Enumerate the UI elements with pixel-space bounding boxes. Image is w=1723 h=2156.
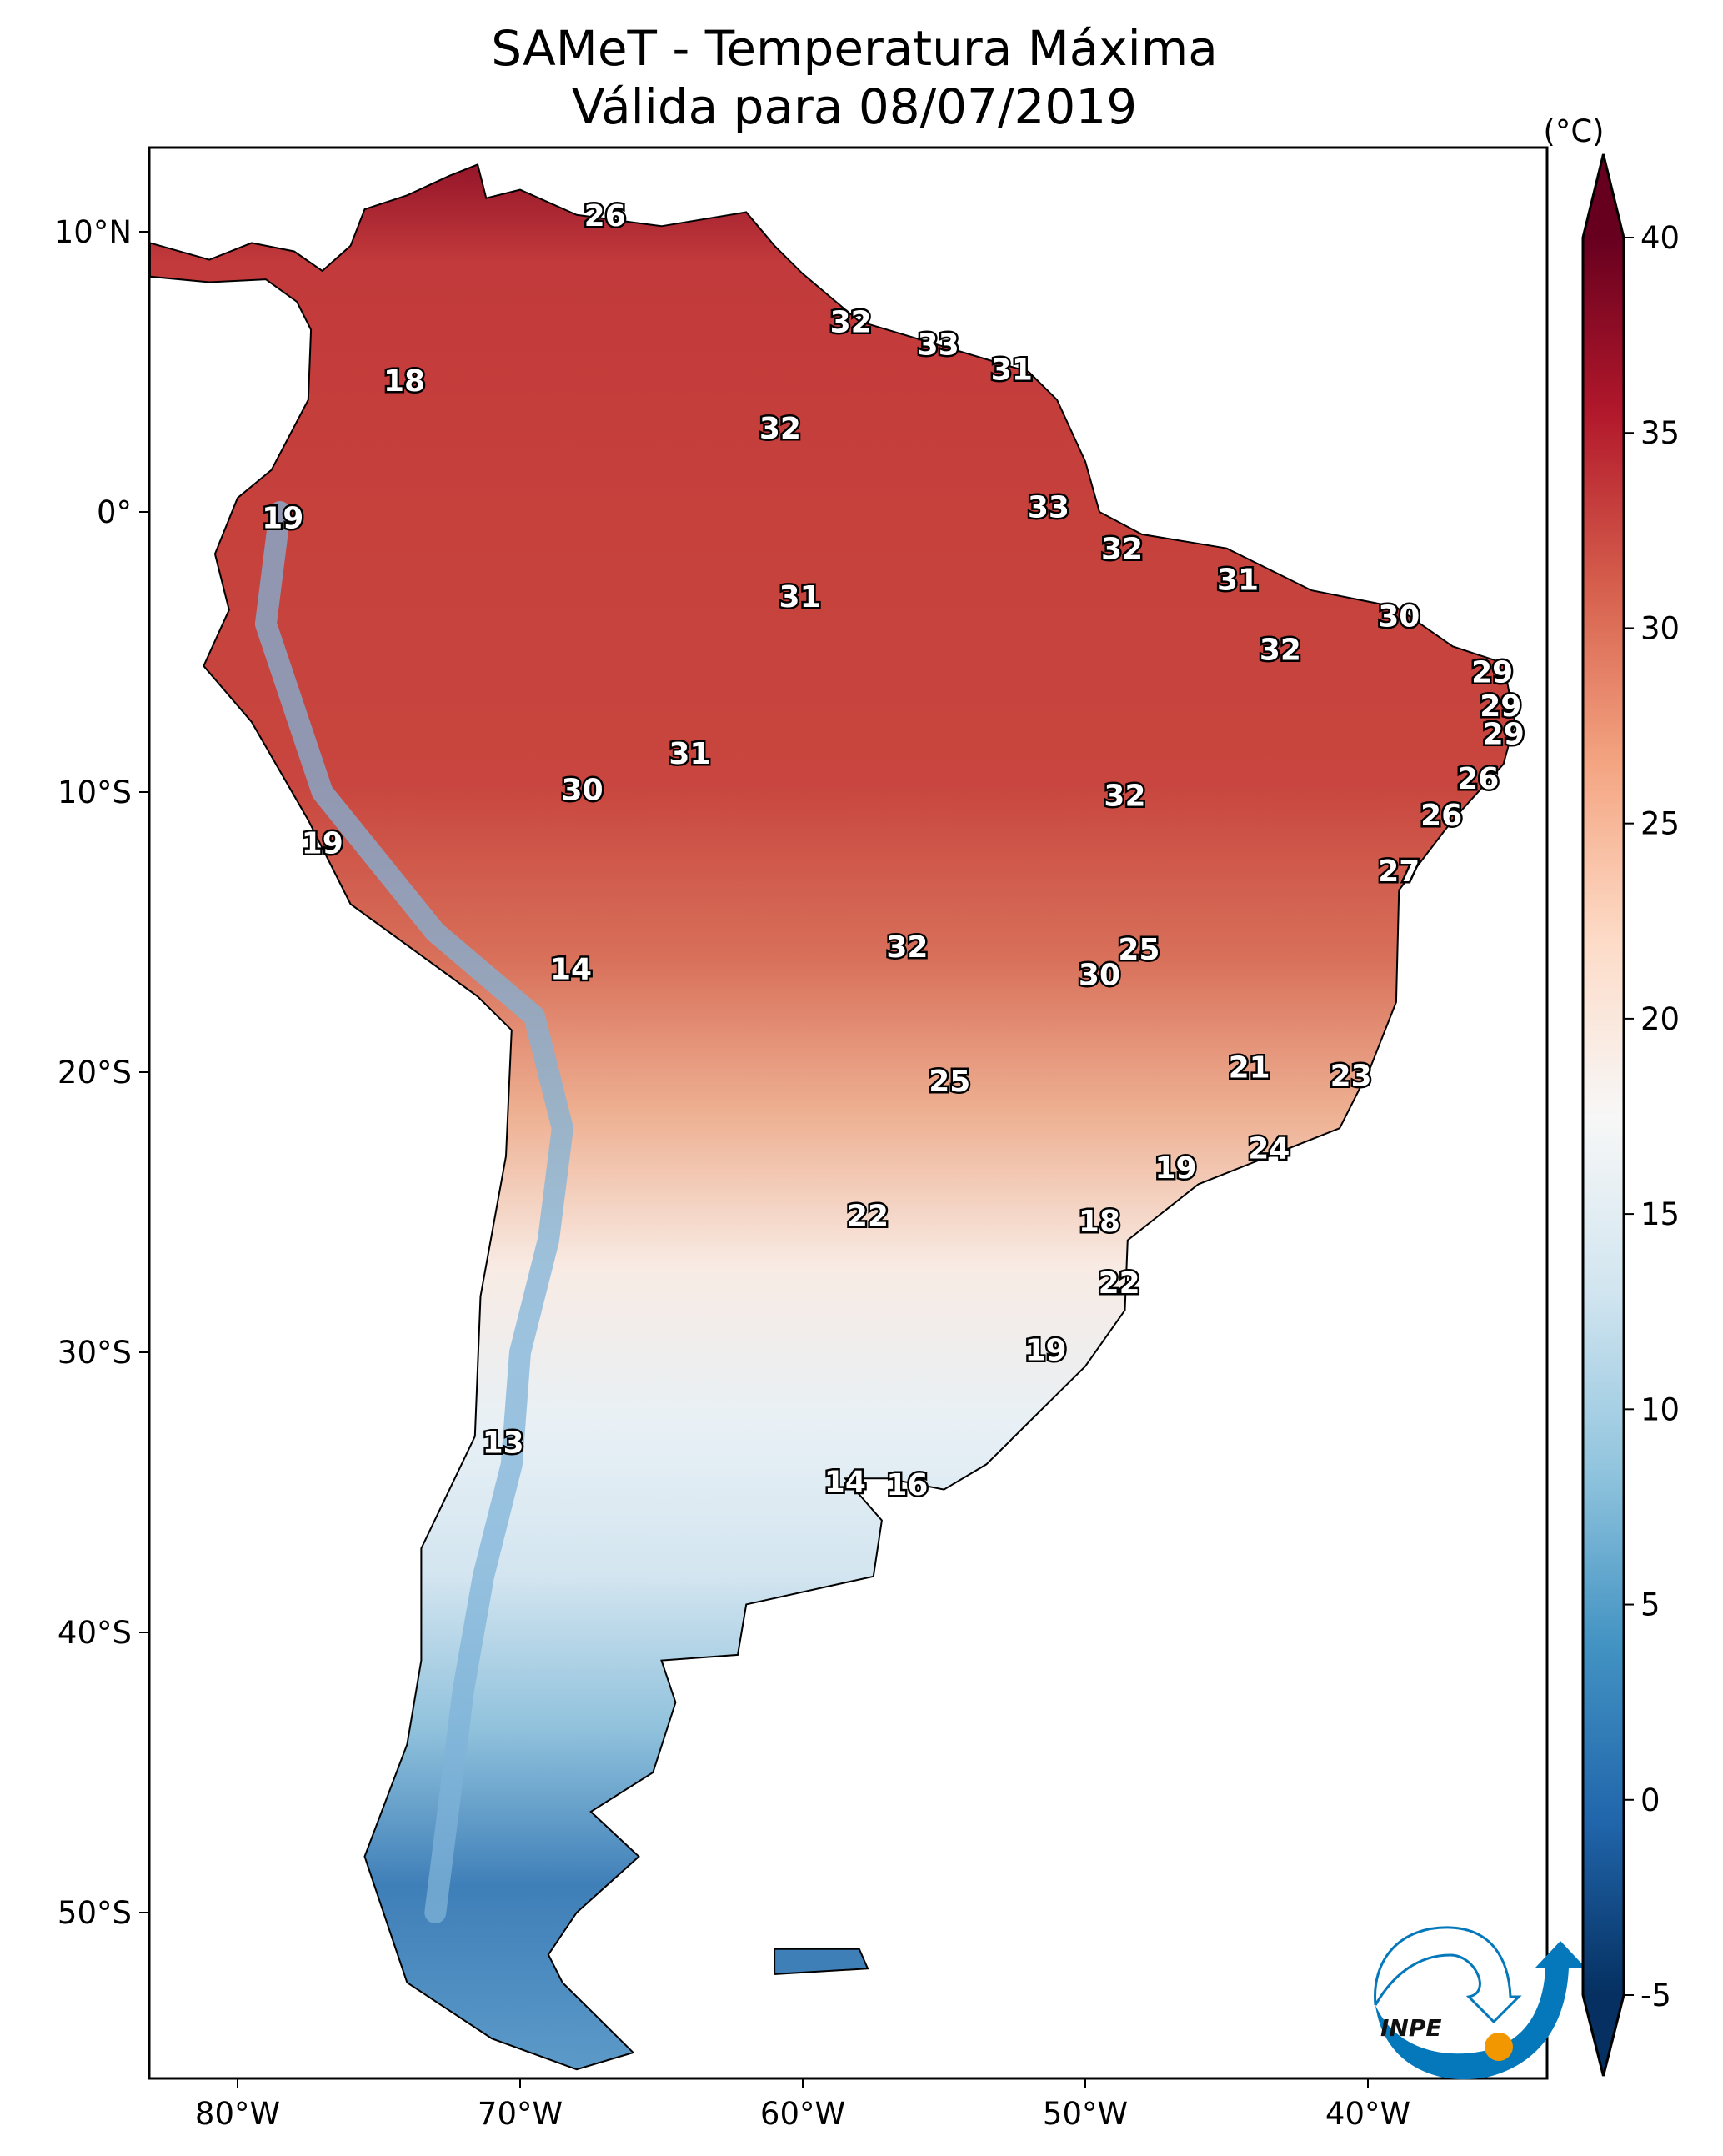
station-label: 13 [483,1426,524,1461]
lat-tick-label: 10°N [54,214,132,250]
falkland-islands [774,1948,869,1975]
station-label: 25 [1118,933,1160,967]
station-label: 14 [550,953,592,987]
inpe-logo: INPE [1374,1926,1585,2080]
station-label: 22 [1099,1266,1140,1301]
station-label: 32 [1104,779,1145,813]
colorbar-tick-label: 20 [1640,1001,1680,1037]
title-line2: Válida para 08/07/2019 [572,78,1137,135]
station-label: 31 [669,737,710,771]
station-label: 19 [1155,1151,1196,1186]
logo-orange-dot [1485,2033,1513,2061]
station-label: 30 [1079,958,1120,992]
station-label: 24 [1248,1132,1290,1166]
station-label: 25 [929,1065,970,1099]
station-label: 31 [991,353,1033,388]
station-label: 16 [886,1468,928,1502]
south-america-landmass [149,163,1516,2071]
colorbar-tick-label: 40 [1640,220,1680,256]
lon-tick-label: 70°W [478,2096,563,2132]
station-label: 33 [918,328,959,362]
lat-tick-label: 30°S [58,1335,132,1371]
station-label: 26 [1420,799,1462,833]
colorbar-tick-label: -5 [1640,1978,1671,2013]
colorbar-gradient [1581,153,1625,2077]
colorbar-tick-label: 5 [1640,1587,1660,1623]
station-label: 31 [779,580,821,614]
station-label: 29 [1480,689,1521,724]
logo-blue-arc [1375,1941,1585,2080]
longitude-ticks: 80°W 70°W 60°W 50°W 40°W [195,2078,1410,2132]
station-label: 27 [1378,855,1420,889]
station-label: 30 [1378,599,1420,634]
colorbar-tick-label: 15 [1640,1196,1680,1232]
lat-tick-label: 40°S [58,1615,132,1651]
lon-tick-label: 60°W [760,2096,845,2132]
station-label: 26 [1457,762,1499,796]
logo-text: INPE [1380,2014,1442,2042]
latitude-ticks: 10°N 0° 10°S 20°S 30°S 40°S 50°S [54,214,149,1931]
station-label: 32 [1101,533,1143,567]
colorbar: (°C) 40 35 30 25 20 15 10 5 0 -5 [1543,113,1680,2077]
logo-outline-arrow [1374,1926,1522,2024]
colorbar-tick-label: 10 [1640,1391,1680,1427]
station-label: 23 [1330,1059,1372,1093]
station-label: 19 [302,826,343,860]
station-label: 32 [1260,634,1301,668]
station-label: 32 [886,930,928,965]
station-label: 18 [383,364,425,399]
lat-tick-label: 50°S [58,1895,132,1931]
colorbar-tick-label: 0 [1640,1782,1660,1818]
station-label: 29 [1471,656,1513,690]
colorbar-unit-label: (°C) [1543,113,1604,149]
andes-cold-band [254,501,573,1923]
colorbar-tick-label: 35 [1640,415,1680,451]
station-label: 31 [1217,564,1259,598]
colorbar-tick-label: 30 [1640,610,1680,646]
lon-tick-label: 80°W [195,2096,280,2132]
station-label: 30 [562,774,604,808]
station-label: 21 [1229,1050,1270,1085]
map-frame [148,146,1549,2080]
lat-tick-label: 10°S [58,775,132,810]
lat-tick-label: 20°S [58,1055,132,1091]
station-label: 14 [824,1466,866,1500]
station-label: 29 [1483,717,1525,751]
station-label: 33 [1028,490,1069,524]
station-label: 18 [1079,1205,1120,1239]
station-label: 19 [1024,1334,1066,1368]
title-line1: SAMeT - Temperatura Máxima [491,20,1218,77]
station-label: 22 [847,1199,889,1233]
colorbar-ticks: 40 35 30 25 20 15 10 5 0 -5 [1624,220,1680,2013]
station-label: 26 [584,199,626,233]
lon-tick-label: 40°W [1325,2096,1410,2132]
lon-tick-label: 50°W [1043,2096,1128,2132]
lat-tick-label: 0° [97,494,132,530]
station-label: 32 [759,412,801,446]
station-label: 19 [262,502,303,536]
station-label: 32 [830,306,872,340]
colorbar-tick-label: 25 [1640,806,1680,842]
